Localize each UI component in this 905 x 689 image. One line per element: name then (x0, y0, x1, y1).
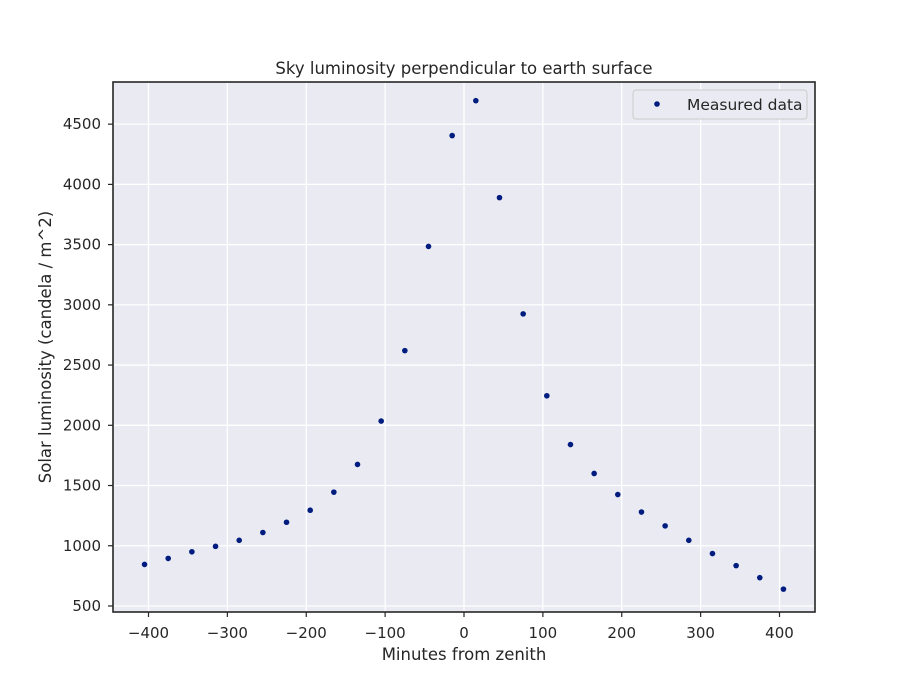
data-point (638, 509, 645, 515)
y-tick-label: 4000 (63, 175, 101, 193)
data-point (307, 507, 313, 514)
y-tick-label: 4500 (63, 115, 101, 133)
data-point (236, 537, 243, 544)
y-tick-label: 2000 (63, 416, 101, 434)
x-gridlines (147, 82, 781, 612)
x-tick-label: 100 (529, 624, 558, 642)
data-point (283, 519, 290, 526)
data-point (662, 523, 668, 529)
data-point (567, 441, 574, 448)
data-point (496, 194, 503, 201)
y-axis-ticks: 500 1000 1500 2000 2500 3000 3500 4000 4500 (63, 115, 113, 615)
data-point (544, 392, 550, 399)
x-axis-ticks: −400 −300 −200 −100 0 100 200 300 400 (128, 612, 794, 642)
data-points (141, 97, 787, 592)
data-point (615, 491, 621, 498)
data-point (260, 529, 266, 536)
data-point (378, 418, 384, 424)
legend-label: Measured data (687, 96, 803, 114)
data-point (189, 548, 195, 555)
data-point (591, 470, 597, 477)
data-point (709, 550, 716, 557)
y-axis-label: Solar luminosity (candela / m^2) (36, 211, 55, 483)
data-point (780, 586, 787, 592)
data-point (141, 561, 148, 568)
y-tick-label: 1500 (63, 477, 101, 495)
data-point (473, 97, 479, 104)
y-tick-label: 500 (72, 597, 101, 615)
data-point (402, 347, 408, 354)
x-tick-label: −100 (365, 624, 406, 642)
data-point (354, 461, 361, 468)
data-point (520, 311, 526, 317)
data-point (212, 543, 219, 550)
x-tick-label: 300 (686, 624, 715, 642)
legend-marker (654, 101, 660, 107)
y-tick-label: 3000 (63, 296, 101, 314)
y-tick-label: 1000 (63, 537, 101, 555)
data-point (733, 562, 739, 569)
x-tick-label: 400 (765, 624, 794, 642)
data-point (685, 537, 692, 544)
legend: Measured data (632, 89, 808, 120)
data-point (165, 555, 172, 562)
data-point (449, 132, 455, 139)
x-tick-label: 0 (459, 624, 469, 642)
y-gridlines (113, 123, 815, 607)
data-point (425, 243, 432, 250)
chart-title: Sky luminosity perpendicular to earth su… (275, 59, 652, 78)
x-tick-label: −400 (128, 624, 169, 642)
data-point (331, 489, 337, 495)
x-axis-label: Minutes from zenith (382, 645, 547, 664)
y-tick-label: 2500 (63, 356, 101, 374)
y-tick-label: 3500 (63, 236, 101, 254)
legend-box (632, 89, 808, 120)
data-point (756, 574, 763, 581)
x-tick-label: −300 (207, 624, 248, 642)
x-tick-label: 200 (607, 624, 636, 642)
x-tick-label: −200 (286, 624, 327, 642)
